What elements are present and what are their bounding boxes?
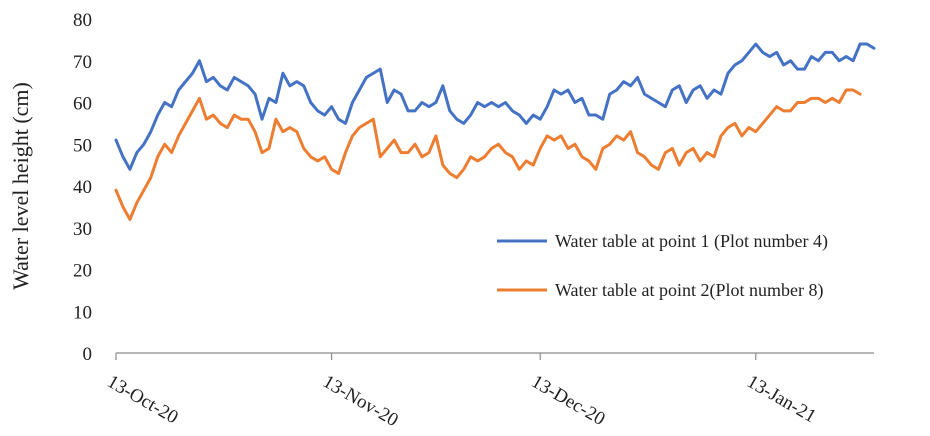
series-line-point-2 xyxy=(114,88,862,221)
y-tick-label: 0 xyxy=(83,344,93,365)
legend-entry-point-1: Water table at point 1 (Plot number 4) xyxy=(555,231,828,252)
y-tick-label: 50 xyxy=(73,135,92,156)
y-tick-label: 40 xyxy=(73,177,92,198)
y-tick-label: 60 xyxy=(73,94,92,115)
legend: Water table at point 1 (Plot number 4) W… xyxy=(497,231,828,301)
series-line-point-1 xyxy=(114,42,876,171)
x-tick-label: 13-Dec-20 xyxy=(528,371,609,430)
series-group xyxy=(114,42,876,221)
y-axis-title: Water level height (cm) xyxy=(8,82,33,290)
x-tick-label: 13-Jan-21 xyxy=(743,371,819,427)
y-tick-label: 20 xyxy=(73,261,92,282)
legend-entry-point-2: Water table at point 2(Plot number 8) xyxy=(555,280,823,301)
y-axis-label: Water level height (cm) xyxy=(8,82,33,290)
y-axis-ticks: 0 10 20 30 40 50 60 70 80 xyxy=(73,10,92,365)
x-tick-label: 13-Oct-20 xyxy=(104,371,182,428)
x-axis-ticks: 13-Oct-20 13-Nov-20 13-Dec-20 13-Jan-21 xyxy=(104,353,820,431)
y-tick-label: 10 xyxy=(73,302,92,323)
x-tick-label: 13-Nov-20 xyxy=(319,371,402,431)
y-tick-label: 30 xyxy=(73,219,92,240)
y-tick-label: 70 xyxy=(73,52,92,73)
y-tick-label: 80 xyxy=(73,10,92,31)
